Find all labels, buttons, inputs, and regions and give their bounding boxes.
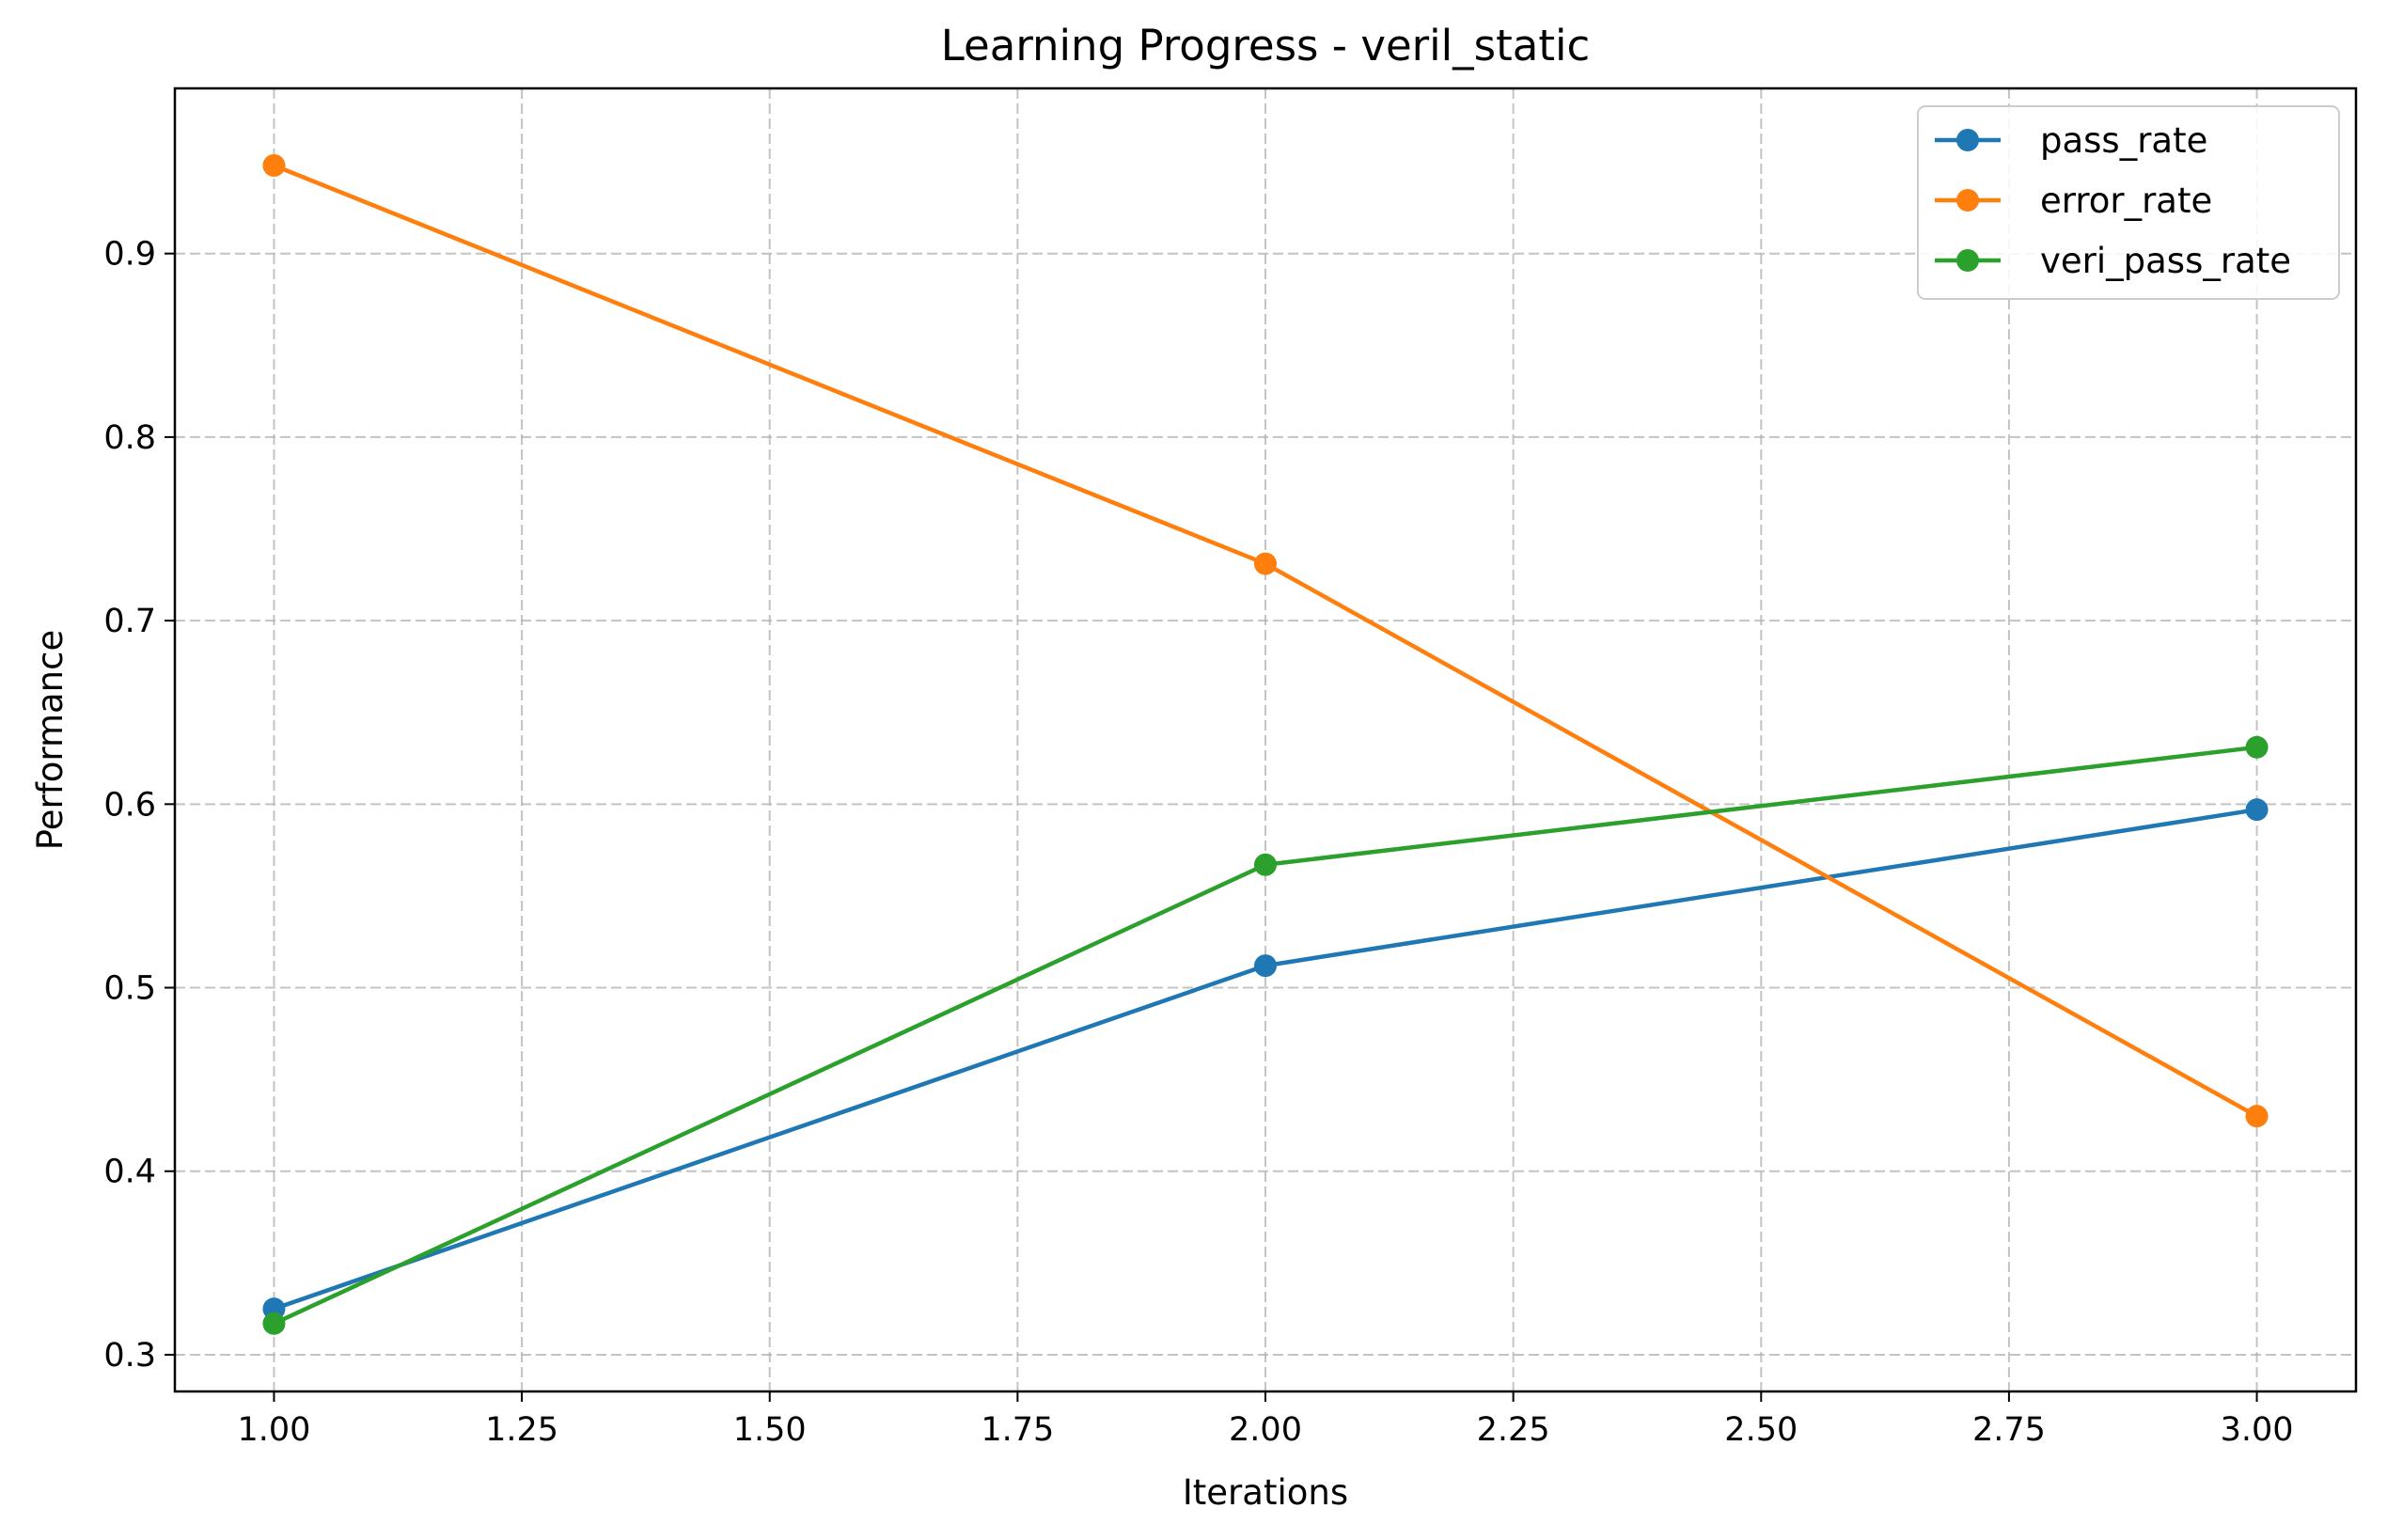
data-point-veri-pass-rate — [262, 1312, 286, 1335]
data-point-veri-pass-rate — [2245, 735, 2269, 759]
x-axis: 1.00 1.25 1.50 1.75 2.00 2.25 2.50 2.75 3.00 — [237, 1391, 2294, 1449]
legend-marker — [1956, 129, 1979, 151]
y-tick-label: 0.7 — [103, 603, 156, 640]
chart-title: Learning Progress - veril_static — [941, 21, 1590, 71]
y-tick-label: 0.4 — [103, 1154, 156, 1191]
legend-label: pass_rate — [2040, 120, 2207, 161]
legend-box — [1917, 105, 2340, 300]
legend-item-veri-pass-rate: veri_pass_rate — [1935, 241, 2291, 281]
x-tick-label: 2.00 — [1229, 1411, 1302, 1449]
x-tick-label: 1.75 — [981, 1411, 1054, 1449]
x-tick-label: 2.50 — [1724, 1411, 1798, 1449]
data-point-error-rate — [262, 153, 286, 177]
legend-marker — [1956, 249, 1979, 272]
y-tick-label: 0.5 — [103, 970, 156, 1008]
grid — [175, 88, 2356, 1391]
y-tick-label: 0.9 — [103, 236, 156, 274]
y-axis-label: Performance — [30, 630, 71, 850]
x-tick-label: 2.25 — [1477, 1411, 1550, 1449]
legend-marker — [1956, 189, 1979, 212]
legend-label: veri_pass_rate — [2040, 241, 2291, 281]
data-point-pass-rate — [2245, 798, 2269, 822]
series-layer — [262, 153, 2269, 1335]
y-axis: 0.3 0.4 0.5 0.6 0.7 0.8 0.9 — [103, 236, 175, 1375]
legend-label: error_rate — [2040, 181, 2212, 221]
data-point-pass-rate — [1254, 954, 1277, 978]
data-point-error-rate — [1254, 552, 1277, 575]
series-pass-rate — [262, 798, 2269, 1321]
data-point-veri-pass-rate — [1254, 853, 1277, 876]
y-tick-label: 0.3 — [103, 1337, 156, 1375]
data-point-error-rate — [2245, 1105, 2269, 1128]
y-tick-label: 0.8 — [103, 419, 156, 457]
x-tick-label: 2.75 — [1972, 1411, 2046, 1449]
legend: pass_rate error_rate veri_pass_rate — [1917, 105, 2340, 300]
x-tick-label: 1.50 — [733, 1411, 807, 1449]
legend-item-pass-rate: pass_rate — [1935, 120, 2207, 161]
y-tick-label: 0.6 — [103, 786, 156, 824]
x-tick-label: 1.00 — [237, 1411, 310, 1449]
legend-item-error-rate: error_rate — [1935, 181, 2212, 221]
x-axis-label: Iterations — [1183, 1472, 1348, 1513]
x-tick-label: 3.00 — [2221, 1411, 2294, 1449]
series-veri-pass-rate — [262, 735, 2269, 1335]
x-tick-label: 1.25 — [485, 1411, 558, 1449]
series-error-rate — [262, 153, 2269, 1128]
